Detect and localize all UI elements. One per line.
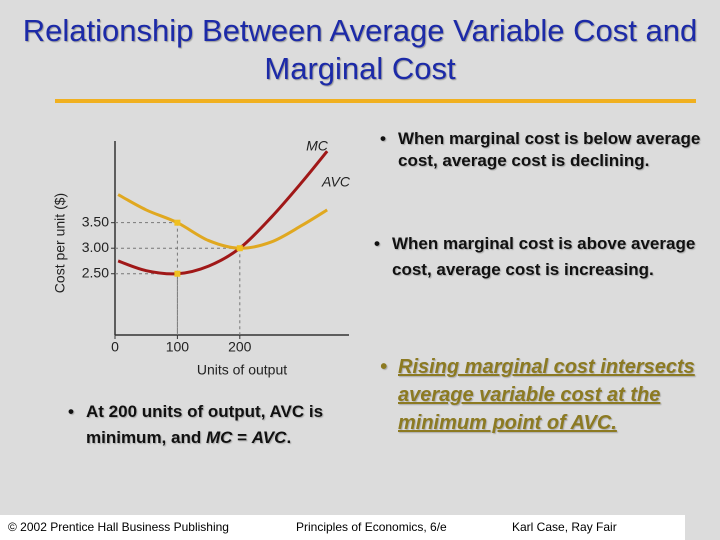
footer: © 2002 Prentice Hall Business Publishing… (0, 515, 685, 540)
slide-title: Relationship Between Average Variable Co… (22, 13, 698, 86)
line (117, 150, 329, 276)
x-axis-label: Units of output (197, 362, 287, 378)
x-tick-label: 0 (111, 339, 119, 355)
bullet: When marginal cost is below average cost… (372, 128, 718, 172)
series-label: MC (306, 138, 329, 154)
y-axis-label: Cost per unit ($) (52, 193, 68, 293)
series-label: AVC (321, 174, 351, 190)
point-marker (236, 245, 243, 252)
footer-text: Karl Case, Ray Fair (512, 520, 617, 534)
point-marker (174, 270, 181, 277)
bullet: Rising marginal cost intersects average … (372, 353, 698, 437)
y-tick-label: 2.50 (82, 264, 109, 280)
bullet: At 200 units of output, AVC is minimum, … (60, 399, 386, 451)
x-tick-label: 200 (228, 339, 252, 355)
bullet-text: At 200 units of output, AVC is minimum, … (86, 402, 324, 447)
y-tick-label: 3.00 (82, 239, 109, 255)
line (117, 193, 328, 250)
bullet: When marginal cost is above average cost… (366, 231, 718, 283)
bullet-text: MC (205, 428, 233, 447)
bullet-text: . (286, 428, 292, 447)
footer-text: Principles of Economics, 6/e (296, 520, 447, 534)
point-marker (174, 219, 181, 226)
y-tick-label: 3.50 (82, 213, 109, 229)
title-rule (55, 99, 696, 103)
bullet-text: AVC (251, 428, 287, 447)
x-tick-label: 100 (166, 339, 190, 355)
footer-text: © 2002 Prentice Hall Business Publishing (8, 520, 229, 534)
bullet-text: = (232, 428, 252, 447)
